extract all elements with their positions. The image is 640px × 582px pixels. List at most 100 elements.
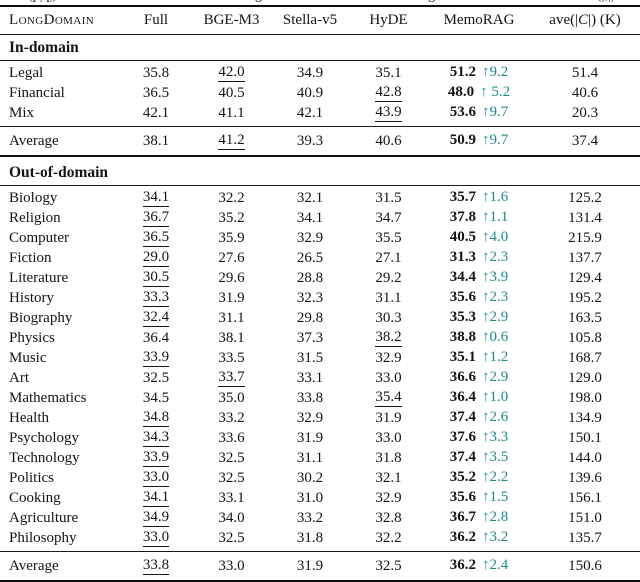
cell-ave-context: 131.4 [530, 210, 640, 227]
cell-hyde: 42.8 [349, 84, 428, 103]
cell-memorag: 35.1 ↑1.2 [428, 349, 530, 366]
cell-hyde: 35.4 [349, 389, 428, 408]
cell-hyde: 32.8 [349, 510, 428, 527]
ave-context-length: 129.4 [568, 269, 602, 286]
table-row: History 33.3 31.9 32.3 31.1 35.6 ↑2.3 195… [0, 288, 640, 308]
ave-context-length: 168.7 [568, 349, 602, 366]
in-domain-average-rule [0, 126, 640, 127]
stella-v5-score: 32.3 [296, 289, 324, 306]
cell-hyde: 34.7 [349, 210, 428, 227]
full-score: 36.7 [142, 209, 170, 228]
column-header-memorag: MemoRAG [443, 12, 515, 28]
cell-bge-m3: 32.5 [192, 530, 271, 547]
cell-bge-m3: 42.0 [192, 64, 271, 83]
improvement-delta: ↑3.9 [482, 269, 509, 286]
cell-stella-v5: 33.1 [271, 370, 349, 387]
ave-context-length: 129.0 [568, 369, 602, 386]
cell-memorag: 37.4 ↑3.5 [428, 449, 530, 466]
cell-memorag: 37.4 ↑2.6 [428, 409, 530, 426]
ave-context-length: 144.0 [568, 449, 602, 466]
cell-memorag: 34.4 ↑3.9 [428, 269, 530, 286]
cell-hyde: 31.8 [349, 450, 428, 467]
cell-stella-v5: 31.9 [271, 430, 349, 447]
ave-context-length: 139.6 [568, 469, 602, 486]
cell-hyde: 31.9 [349, 410, 428, 427]
cell-stella-v5: 32.1 [271, 190, 349, 207]
cell-ave-context: 105.8 [530, 330, 640, 347]
column-header-bge-m3: BGE-M3 [203, 12, 260, 28]
full-score: 34.3 [142, 429, 170, 448]
domain-label: History [9, 289, 54, 306]
full-score: 30.5 [142, 269, 170, 288]
full-score: 32.5 [142, 369, 170, 386]
cell-stella-v5: 26.5 [271, 250, 349, 267]
stella-v5-score: 37.3 [296, 329, 324, 346]
cell-full: 33.9 [120, 349, 192, 368]
cell-domain: Agriculture [0, 510, 120, 527]
cell-ave-context: 129.4 [530, 270, 640, 287]
improvement-delta: ↑3.3 [482, 429, 509, 446]
improvement-delta: ↑ 5.2 [480, 84, 511, 101]
improvement-delta: ↑1.1 [482, 209, 509, 226]
cell-ave-context: 40.6 [530, 85, 640, 102]
stella-v5-score: 42.1 [296, 104, 324, 121]
full-score: 34.1 [142, 489, 170, 508]
cell-stella-v5: 29.8 [271, 310, 349, 327]
bge-m3-score: 33.1 [218, 489, 245, 506]
hyde-score: 31.1 [375, 289, 402, 306]
stella-v5-score: 34.9 [296, 64, 324, 81]
table-row: Philosophy 33.0 32.5 31.8 32.2 36.2 ↑3.2 … [0, 528, 640, 548]
full-score: 32.4 [142, 309, 170, 328]
stella-v5-score: 32.9 [296, 409, 324, 426]
hyde-score: 33.0 [375, 369, 402, 386]
cell-stella-v5: 31.9 [271, 558, 349, 575]
improvement-delta: ↑2.3 [482, 249, 509, 266]
bge-m3-score: 40.5 [218, 84, 245, 101]
cell-stella-v5: 32.9 [271, 230, 349, 247]
cell-hyde: 32.2 [349, 530, 428, 547]
cell-ave-context: 195.2 [530, 290, 640, 307]
cell-domain: Health [0, 410, 120, 427]
table-row: Health 34.8 33.2 32.9 31.9 37.4 ↑2.6 134.… [0, 408, 640, 428]
cell-bge-m3: 40.5 [192, 85, 271, 102]
bge-m3-score: 32.2 [218, 189, 245, 206]
cell-bge-m3: 27.6 [192, 250, 271, 267]
cell-domain: Financial [0, 85, 120, 102]
cell-stella-v5: 37.3 [271, 330, 349, 347]
cell-hyde: 31.5 [349, 190, 428, 207]
table-row: Psychology 34.3 33.6 31.9 33.0 37.6 ↑3.3 … [0, 428, 640, 448]
cell-domain: Computer [0, 230, 120, 247]
cell-domain: Average [0, 133, 120, 150]
stella-v5-score: 34.1 [296, 209, 324, 226]
cell-domain: Literature [0, 270, 120, 287]
table-row: Average 33.8 33.0 31.9 32.5 36.2 ↑2.4 150… [0, 555, 640, 577]
improvement-delta: ↑1.6 [482, 189, 509, 206]
domain-label: Health [9, 409, 49, 426]
cell-full: 36.7 [120, 209, 192, 228]
bge-m3-score: 42.0 [218, 64, 245, 83]
ave-context-length: 195.2 [568, 289, 602, 306]
cell-ave-context: 37.4 [530, 133, 640, 150]
full-score: 42.1 [142, 104, 170, 121]
bge-m3-score: 32.5 [218, 449, 245, 466]
domain-label: Politics [9, 469, 55, 486]
table-row: Mathematics 34.5 35.0 33.8 35.4 36.4 ↑1.0… [0, 388, 640, 408]
cell-stella-v5: 31.8 [271, 530, 349, 547]
cell-stella-v5: 34.9 [271, 65, 349, 82]
cell-memorag: 40.5 ↑4.0 [428, 229, 530, 246]
cell-bge-m3: 35.9 [192, 230, 271, 247]
section-label-in-domain: In-domain [9, 38, 79, 56]
cell-bge-m3: 33.2 [192, 410, 271, 427]
ave-context-length: 156.1 [568, 489, 602, 506]
table-row: Religion 36.7 35.2 34.1 34.7 37.8 ↑1.1 13… [0, 208, 640, 228]
cell-bge-m3: 32.5 [192, 450, 271, 467]
cell-stella-v5: 32.3 [271, 290, 349, 307]
full-score: 33.3 [142, 289, 170, 308]
memorag-score: 36.2 [449, 529, 476, 546]
cell-memorag: 36.2 ↑2.4 [428, 557, 530, 574]
table-row: Average 38.1 41.2 39.3 40.6 50.9 ↑9.7 37.… [0, 130, 640, 152]
cell-full: 33.3 [120, 289, 192, 308]
stella-v5-score: 31.9 [296, 429, 324, 446]
cell-ave-context: 150.6 [530, 558, 640, 575]
memorag-score: 37.4 [449, 409, 476, 426]
